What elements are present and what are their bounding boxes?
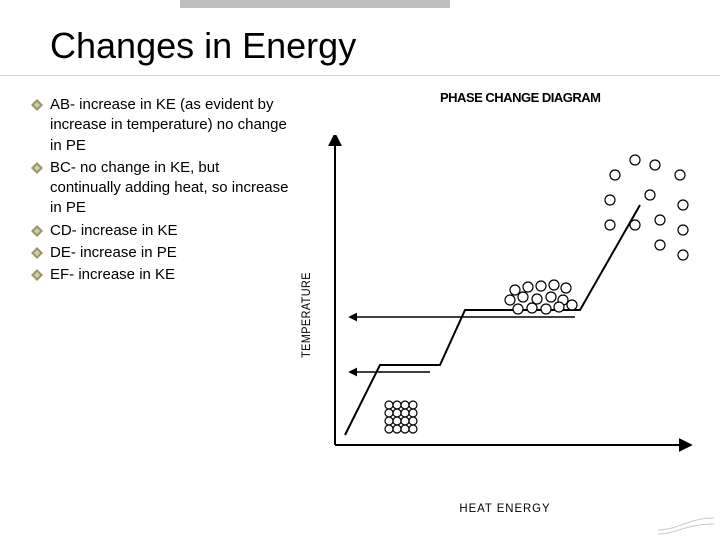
- title-underline: [0, 75, 720, 76]
- bullet-item: BC- no change in KE, but continually add…: [30, 158, 290, 219]
- bullet-icon: [30, 246, 44, 260]
- bullet-item: DE- increase in PE: [30, 243, 290, 263]
- chart-svg: [310, 135, 700, 455]
- bullet-icon: [30, 98, 44, 112]
- bullet-item: EF- increase in KE: [30, 265, 290, 285]
- bullet-icon: [30, 224, 44, 238]
- slide-title: Changes in Energy: [50, 25, 356, 67]
- bullet-list: AB- increase in KE (as evident by increa…: [30, 95, 290, 287]
- corner-flourish-icon: [656, 506, 716, 536]
- diagram-title: PHASE CHANGE DIAGRAM: [440, 90, 600, 105]
- bullet-text: AB- increase in KE (as evident by increa…: [50, 95, 290, 156]
- phase-change-chart: TEMPERATURE HEAT ENERGY: [310, 135, 700, 495]
- bullet-text: DE- increase in PE: [50, 243, 177, 263]
- x-axis-label: HEAT ENERGY: [459, 501, 550, 515]
- slide: Changes in Energy AB- increase in KE (as…: [0, 0, 720, 540]
- bullet-item: AB- increase in KE (as evident by increa…: [30, 95, 290, 156]
- bullet-icon: [30, 161, 44, 175]
- bullet-text: CD- increase in KE: [50, 221, 178, 241]
- bullet-icon: [30, 268, 44, 282]
- bullet-item: CD- increase in KE: [30, 221, 290, 241]
- bullet-text: EF- increase in KE: [50, 265, 175, 285]
- top-bar: [180, 0, 450, 8]
- bullet-text: BC- no change in KE, but continually add…: [50, 158, 290, 219]
